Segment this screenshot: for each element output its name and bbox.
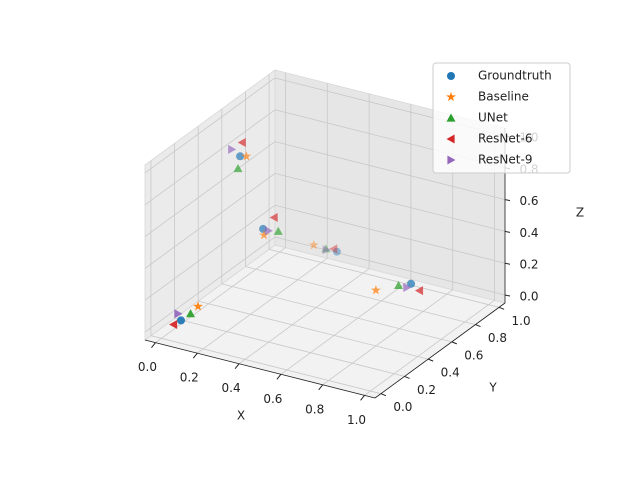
grid-line — [238, 268, 370, 365]
tick-mark — [234, 363, 240, 370]
axis-line — [144, 339, 376, 399]
point — [329, 244, 338, 254]
tick-mark — [404, 375, 410, 379]
y-tick-label: 0.8 — [488, 331, 507, 345]
point — [322, 245, 331, 255]
tick-mark — [504, 199, 511, 202]
y-tick-label: 0.0 — [393, 400, 412, 414]
x-tick-label: 0.8 — [305, 402, 324, 416]
tick-mark — [318, 384, 324, 391]
grid-line — [144, 173, 276, 269]
point — [259, 229, 269, 240]
series — [174, 144, 412, 319]
z-tick-label: 0.6 — [519, 194, 538, 208]
grid-line — [198, 300, 429, 360]
point — [236, 152, 245, 161]
grid-line — [174, 318, 405, 377]
grid-line — [197, 257, 328, 354]
tick-mark — [498, 306, 505, 310]
grid-line — [221, 283, 452, 343]
series — [193, 151, 381, 311]
series — [169, 138, 424, 329]
grid-line — [280, 278, 412, 375]
tick-mark — [151, 342, 156, 348]
point — [241, 151, 252, 161]
x-tick-label: 0.0 — [138, 360, 157, 374]
y-tick-label: 1.0 — [512, 314, 531, 328]
point — [228, 144, 237, 154]
point — [186, 309, 196, 318]
grid-line — [274, 236, 506, 296]
tick-mark — [504, 294, 511, 297]
point — [273, 226, 283, 235]
grid-line — [274, 173, 506, 232]
grid-line — [144, 204, 276, 301]
axis-line — [374, 302, 506, 399]
legend-marker — [447, 72, 455, 80]
point — [403, 283, 412, 293]
grid-line — [144, 109, 276, 206]
legend-label: UNet — [478, 111, 508, 125]
z-tick-label: 0.4 — [519, 226, 538, 240]
point — [174, 309, 183, 319]
tick-mark — [360, 395, 365, 401]
legend-marker — [447, 155, 456, 165]
tick-mark — [276, 373, 282, 380]
legend: Groundtruth Baseline UNet ResNet-6 ResNet-9 — [432, 62, 571, 174]
point — [414, 286, 424, 296]
legend-label: ResNet-9 — [478, 153, 532, 167]
tick-mark — [380, 393, 387, 397]
tick-mark — [192, 352, 198, 359]
tick-mark — [504, 230, 511, 233]
legend-marker — [446, 134, 455, 144]
point — [370, 285, 381, 295]
legend-marker — [446, 113, 456, 122]
y-axis-label: Y — [488, 381, 497, 395]
grid-line — [144, 236, 276, 333]
grid-line — [274, 141, 506, 200]
point — [269, 213, 278, 222]
grid-line — [364, 300, 495, 396]
point — [264, 226, 273, 236]
legend-label: Groundtruth — [478, 69, 552, 83]
point — [394, 280, 404, 289]
tick-mark — [451, 341, 458, 345]
x-tick-label: 0.4 — [222, 381, 241, 395]
grid-line — [322, 289, 453, 386]
series — [186, 164, 404, 318]
y-tick-label: 0.6 — [464, 348, 483, 362]
grid-line — [144, 141, 276, 237]
x-tick-label: 1.0 — [347, 413, 366, 427]
tick-mark — [504, 262, 511, 265]
legend-label: Baseline — [478, 90, 529, 104]
legend-box — [432, 62, 571, 174]
grid-line — [268, 248, 500, 308]
point — [169, 319, 178, 329]
grid-line — [274, 204, 506, 264]
z-tick-label: 0.0 — [519, 290, 538, 304]
y-tick-label: 0.2 — [417, 383, 436, 397]
point — [321, 244, 331, 253]
point — [233, 164, 243, 173]
point — [193, 301, 203, 311]
legend-marker — [446, 91, 456, 102]
y-tick-label: 0.4 — [441, 366, 460, 380]
tick-mark — [427, 358, 434, 362]
z-axis-label: Z — [576, 206, 584, 220]
tick-mark — [475, 324, 481, 328]
grid-line — [144, 77, 276, 174]
x-tick-label: 0.2 — [180, 371, 199, 385]
x-tick-label: 0.6 — [263, 392, 282, 406]
point — [407, 279, 416, 288]
grid-line — [245, 266, 476, 325]
grid-line — [150, 335, 382, 395]
point — [332, 247, 341, 256]
point — [308, 239, 319, 250]
x-axis-label: X — [237, 409, 245, 423]
point — [237, 138, 246, 148]
z-tick-label: 0.2 — [519, 258, 538, 272]
legend-label: ResNet-6 — [478, 132, 532, 146]
point — [177, 316, 185, 325]
